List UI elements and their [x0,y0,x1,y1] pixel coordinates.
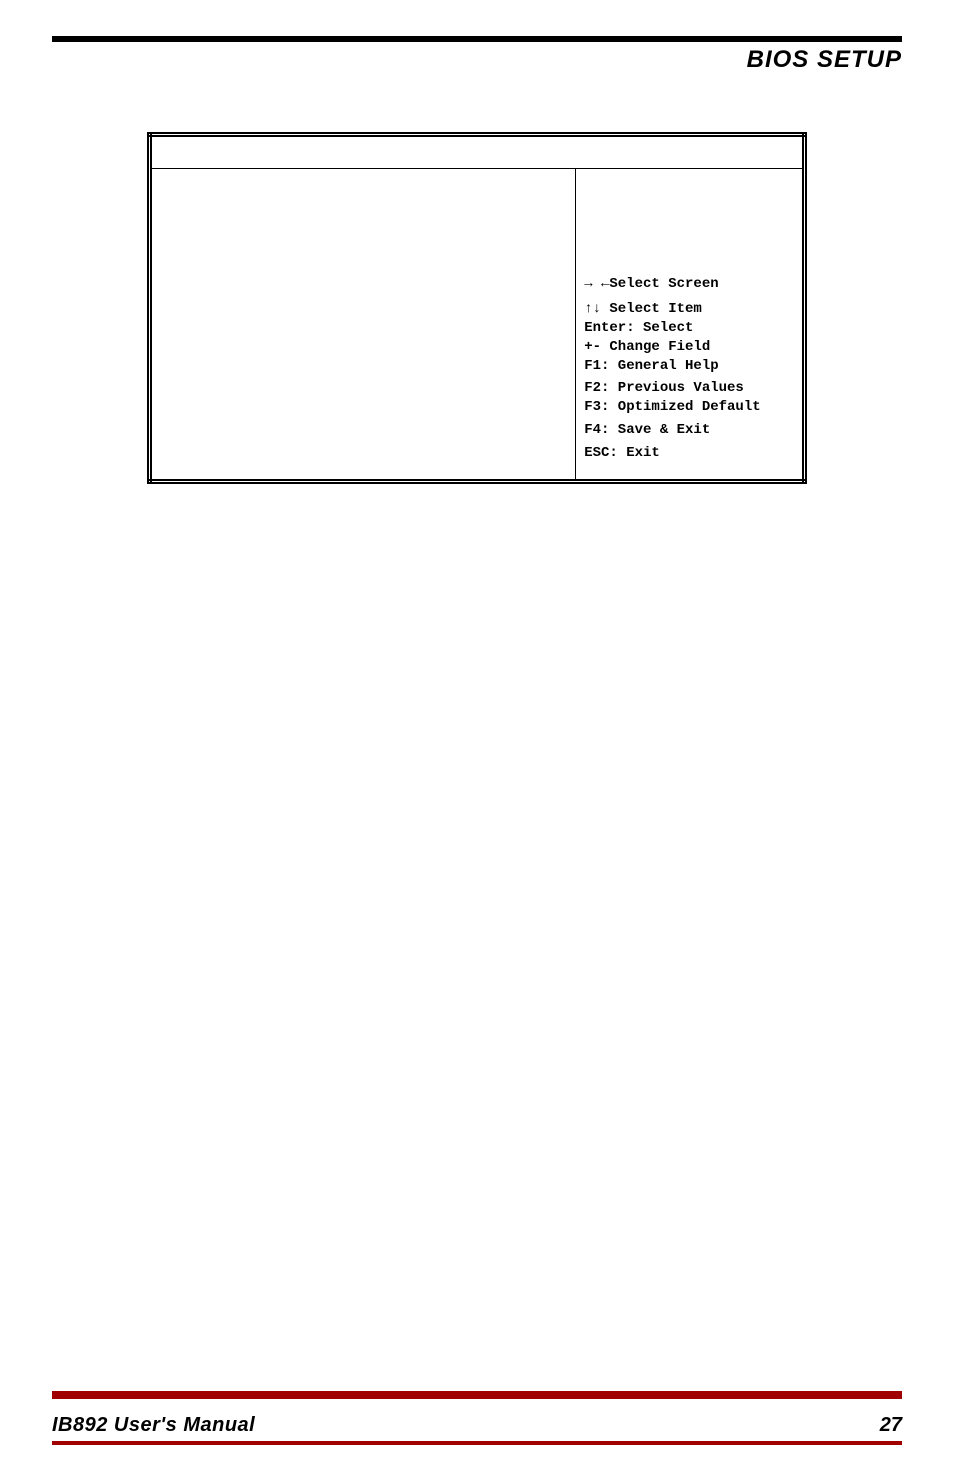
bios-box: → ←Select Screen ↑↓ Select Item Enter: S… [147,132,807,484]
help-esc: ESC: Exit [584,444,796,463]
help-optimized-default: F3: Optimized Default [584,398,796,417]
bios-help-panel: → ←Select Screen ↑↓ Select Item Enter: S… [576,169,805,480]
footer: IB892 User's Manual 27 [52,1414,902,1437]
help-enter: Enter: Select [584,319,796,338]
help-select-item: ↑↓ Select Item [584,300,796,319]
help-save-exit: F4: Save & Exit [584,421,796,440]
help-change-field: +- Change Field [584,338,796,357]
header-rule [52,36,902,42]
help-select-screen: → ←Select Screen [584,275,796,294]
help-general-help: F1: General Help [584,357,796,376]
footer-rule-top [52,1391,902,1399]
footer-rule-bottom [52,1441,902,1445]
bios-left-panel [150,169,576,480]
page-header-title: BIOS SETUP [52,46,902,74]
footer-manual-title: IB892 User's Manual [52,1414,255,1437]
footer-page-number: 27 [880,1414,902,1437]
help-previous-values: F2: Previous Values [584,379,796,398]
